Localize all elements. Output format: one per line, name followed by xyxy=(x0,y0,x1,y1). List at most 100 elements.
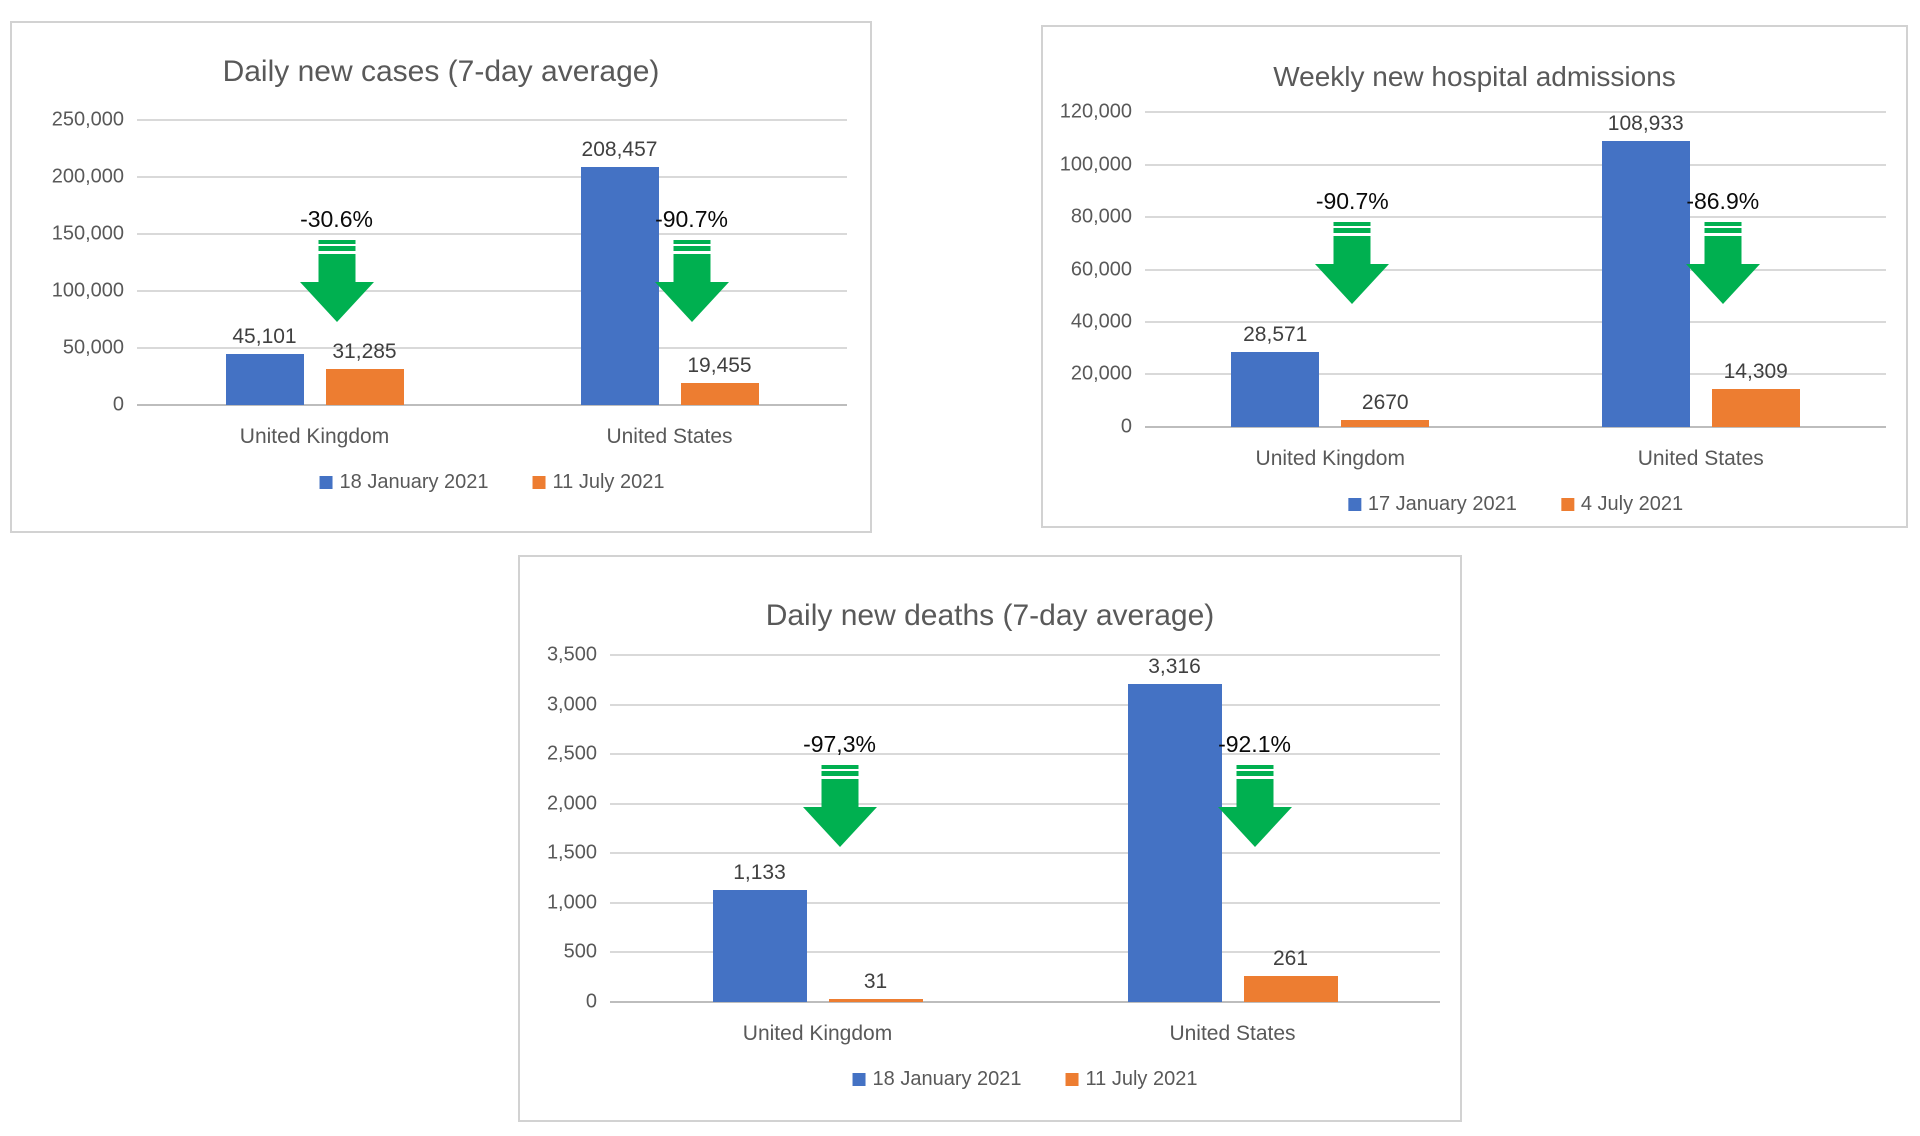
legend: 17 January 2021 4 July 2021 xyxy=(1347,493,1683,516)
legend: 18 January 2021 11 July 2021 xyxy=(852,1068,1197,1091)
cases-uk-jul-bar xyxy=(325,369,404,405)
chart-title: Daily new deaths (7-day average) xyxy=(765,599,1215,632)
gridline xyxy=(1145,111,1886,113)
gridline xyxy=(610,901,1440,904)
gridline xyxy=(1145,321,1886,323)
legend-label: 17 January 2021 xyxy=(1367,493,1517,515)
legend-item: 18 January 2021 xyxy=(852,1068,1022,1091)
gridline xyxy=(137,233,847,235)
value-label: 45,101 xyxy=(232,324,297,348)
y-tick-label: 150,000 xyxy=(51,222,124,245)
x-axis-label-united-states: United States xyxy=(606,425,733,448)
value-label: 108,933 xyxy=(1607,112,1684,136)
legend-label: 18 January 2021 xyxy=(339,471,489,493)
y-tick-label: 2,500 xyxy=(546,742,597,765)
bar-group: 45,101 xyxy=(225,120,304,405)
bar-group: 1,133 xyxy=(712,655,807,1002)
y-tick-label: 40,000 xyxy=(1070,310,1132,333)
legend-swatch-blue xyxy=(1347,498,1361,511)
percent-change-label: -97,3% xyxy=(803,731,876,758)
bar-pair-united-kingdom: 45,101 31,285 xyxy=(225,120,404,405)
x-axis-label-united-kingdom: United Kingdom xyxy=(1255,447,1405,470)
x-axis-line xyxy=(1145,426,1886,428)
decrease-arrow-icon xyxy=(299,239,374,322)
bar-group: 3,316 xyxy=(1127,655,1222,1002)
chart-card-weekly-hospital-admissions: Weekly new hospital admissions 120,000 1… xyxy=(1041,25,1908,528)
gridline xyxy=(610,951,1440,954)
value-label: 261 xyxy=(1272,947,1309,971)
cases-uk-jan-bar xyxy=(225,353,304,405)
gridline xyxy=(1145,373,1886,376)
legend: 18 January 2021 11 July 2021 xyxy=(319,471,664,494)
percent-change-label: -90.7% xyxy=(1315,187,1389,214)
admissions-uk-jan-bar xyxy=(1231,352,1320,427)
admissions-uk-jul-bar xyxy=(1341,420,1430,427)
chart-card-daily-new-deaths: Daily new deaths (7-day average) 3,500 3… xyxy=(518,555,1462,1122)
bar-group: 31,285 xyxy=(325,120,404,405)
legend-item: 4 July 2021 xyxy=(1560,493,1683,516)
gridline xyxy=(137,176,847,178)
legend-item: 17 January 2021 xyxy=(1347,493,1517,516)
gridline xyxy=(1145,215,1886,218)
y-tick-label: 500 xyxy=(563,940,597,963)
bar-group: 28,571 xyxy=(1231,112,1320,427)
bar-pair-united-states: 108,933 14,309 xyxy=(1601,112,1800,427)
x-axis-line xyxy=(610,1001,1440,1003)
gridline xyxy=(137,119,847,121)
x-axis-line xyxy=(137,404,847,406)
decrease-annotation-us: -90.7% xyxy=(654,206,729,322)
bar-group: 208,457 xyxy=(580,120,659,405)
y-tick-label: 3,000 xyxy=(546,693,597,716)
decrease-annotation-us: -86.9% xyxy=(1685,187,1760,304)
gridline xyxy=(137,290,847,292)
plot-area: 120,000 100,000 80,000 60,000 40,000 20,… xyxy=(1060,101,1886,515)
x-axis-label-united-kingdom: United Kingdom xyxy=(239,425,390,448)
y-tick-label: 3,500 xyxy=(546,643,597,666)
y-tick-label: 20,000 xyxy=(1070,362,1132,385)
bar-group: 2670 xyxy=(1341,112,1430,427)
gridline xyxy=(610,852,1440,855)
deaths-uk-jan-bar xyxy=(712,889,807,1002)
chart-title: Daily new cases (7-day average) xyxy=(222,55,660,88)
gridline xyxy=(1145,268,1886,271)
percent-change-label: -92.1% xyxy=(1218,731,1291,758)
gridline xyxy=(610,654,1440,656)
plot-area: 250,000 200,000 150,000 100,000 50,000 0… xyxy=(52,109,847,493)
x-axis-label-united-kingdom: United Kingdom xyxy=(742,1022,893,1045)
chart-card-daily-new-cases: Daily new cases (7-day average) 250,000 … xyxy=(10,21,872,533)
decrease-arrow-icon xyxy=(1315,221,1390,304)
legend-item: 18 January 2021 xyxy=(319,471,489,494)
admissions-us-jan-bar xyxy=(1601,141,1690,427)
y-tick-label: 80,000 xyxy=(1070,205,1132,228)
y-tick-label: 1,500 xyxy=(546,841,597,864)
bar-pair-united-kingdom: 28,571 2670 xyxy=(1231,112,1430,427)
gridline xyxy=(610,802,1440,805)
gridline xyxy=(1145,163,1886,166)
decrease-annotation-us: -92.1% xyxy=(1217,731,1292,848)
y-tick-label: 250,000 xyxy=(51,108,124,131)
x-axis-label-united-states: United States xyxy=(1169,1022,1296,1045)
y-tick-label: 0 xyxy=(1120,415,1132,438)
y-tick-label: 0 xyxy=(112,393,124,416)
legend-swatch-blue xyxy=(852,1073,866,1086)
percent-change-label: -30.6% xyxy=(300,205,373,232)
y-tick-label: 200,000 xyxy=(51,165,124,188)
bar-pair-united-kingdom: 1,133 31 xyxy=(712,655,923,1002)
y-tick-label: 2,000 xyxy=(546,792,597,815)
percent-change-label: -86.9% xyxy=(1686,187,1760,214)
legend-swatch-orange xyxy=(532,476,546,489)
admissions-us-jul-bar xyxy=(1711,389,1800,427)
legend-label: 18 January 2021 xyxy=(872,1068,1022,1090)
y-tick-label: 100,000 xyxy=(51,279,124,302)
legend-swatch-orange xyxy=(1560,498,1574,511)
value-label: 28,571 xyxy=(1243,323,1308,347)
value-label: 31 xyxy=(863,969,888,993)
y-tick-label: 0 xyxy=(585,990,597,1013)
decrease-annotation-uk: -30.6% xyxy=(299,205,374,322)
plot-area: 3,500 3,000 2,500 2,000 1,500 1,000 500 … xyxy=(547,644,1440,1090)
deaths-uk-jul-bar xyxy=(828,998,923,1002)
chart-title: Weekly new hospital admissions xyxy=(1273,61,1676,92)
bar-group: 108,933 xyxy=(1601,112,1690,427)
y-tick-label: 50,000 xyxy=(62,336,124,359)
value-label: 31,285 xyxy=(332,340,397,364)
